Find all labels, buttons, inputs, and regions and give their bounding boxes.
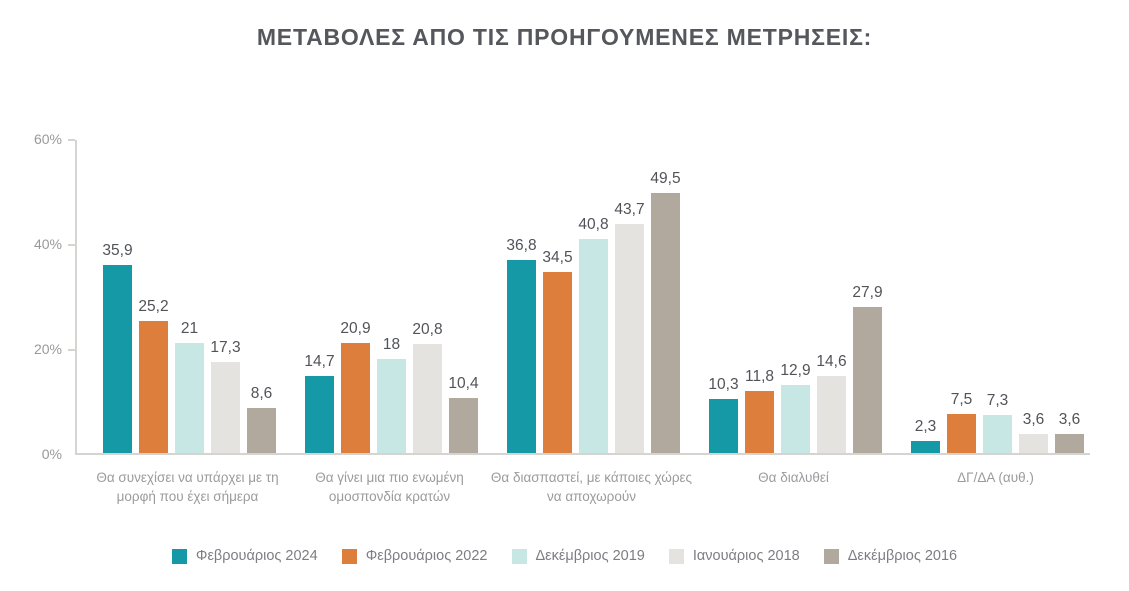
bar-value-label: 8,6 [250, 384, 273, 402]
bar: 11,8 [745, 368, 774, 453]
bar-value-label: 10,3 [708, 375, 739, 393]
bar-value-label: 25,2 [138, 297, 169, 315]
bar-value-label: 12,9 [780, 362, 811, 380]
bar-group: 36,8 34,5 40,8 43,7 49,5 [506, 170, 681, 453]
bar-group: 2,3 7,5 7,3 3,6 3,6 [911, 391, 1084, 453]
legend-label: Δεκέμβριος 2019 [535, 548, 645, 564]
category-cell: Θα γίνει μια πιο ενωμένη ομοσπονδία κρατ… [303, 469, 476, 509]
bar: 12,9 [780, 362, 811, 453]
bar: 35,9 [102, 242, 133, 453]
bar: 14,6 [816, 353, 847, 453]
bar: 20,8 [412, 321, 443, 453]
legend-item: Δεκέμβριος 2019 [511, 548, 645, 564]
legend-swatch [341, 548, 357, 564]
bar: 36,8 [506, 237, 537, 453]
y-axis-tick-label: 0% [41, 446, 62, 462]
bar-value-label: 49,5 [650, 170, 681, 188]
category-cell: Θα συνεχίσει να υπάρχει με τη μορφή που … [96, 469, 278, 509]
legend-label: Φεβρουάριος 2022 [365, 548, 488, 564]
legend-item: Φεβρουάριος 2024 [171, 548, 318, 564]
bar-value-label: 36,8 [506, 236, 537, 254]
legend-item: Δεκέμβριος 2016 [823, 548, 958, 564]
y-axis-tick-label: 60% [33, 131, 62, 147]
y-axis-tick-label: 20% [33, 341, 62, 357]
x-axis-category-labels: Θα συνεχίσει να υπάρχει με τη μορφή που … [75, 469, 1090, 509]
y-axis-tick-label: 40% [33, 236, 62, 252]
bar-value-label: 2,3 [914, 417, 937, 435]
bar: 27,9 [852, 284, 883, 453]
legend-item: Ιανουάριος 2018 [668, 548, 800, 564]
bar: 3,6 [1019, 411, 1048, 453]
category-cell: ΔΓ/ΔΑ (αυθ.) [909, 469, 1082, 509]
legend-swatch [668, 548, 684, 564]
bar-value-label: 35,9 [102, 241, 133, 259]
bar-value-label: 20,8 [412, 320, 443, 338]
bar: 10,4 [448, 375, 479, 453]
bar: 20,9 [340, 320, 371, 453]
bar-value-label: 21 [180, 319, 199, 337]
bar: 8,6 [247, 385, 276, 453]
bar-value-label: 14,6 [816, 353, 847, 371]
bar: 18 [377, 336, 406, 453]
bar: 25,2 [138, 298, 169, 453]
y-axis-tick-mark [68, 349, 75, 351]
bar-value-label: 3,6 [1022, 411, 1045, 429]
category-cell: Θα διαλυθεί [707, 469, 880, 509]
legend-swatch [823, 548, 839, 564]
legend-swatch [171, 548, 187, 564]
bar: 7,5 [947, 391, 976, 453]
category-cell: Θα διασπαστεί, με κάποιες χώρες να αποχω… [491, 469, 692, 509]
bar: 43,7 [614, 201, 645, 453]
y-axis-tick-mark [68, 139, 75, 141]
legend-label: Δεκέμβριος 2016 [847, 548, 958, 564]
bar-value-label: 7,5 [950, 390, 973, 408]
category-label: Θα διαλυθεί [758, 470, 829, 485]
bar: 14,7 [304, 353, 335, 453]
category-label: Θα γίνει μια πιο ενωμένη ομοσπονδία κρατ… [315, 470, 464, 504]
category-label: Θα διασπαστεί, με κάποιες χώρες να αποχω… [490, 470, 693, 504]
bar: 7,3 [983, 392, 1012, 453]
bar-group: 10,3 11,8 12,9 14,6 27,9 [708, 284, 883, 453]
bar-value-label: 20,9 [340, 320, 371, 338]
bar: 34,5 [542, 249, 573, 453]
bar: 2,3 [911, 418, 940, 453]
bar-value-label: 3,6 [1058, 411, 1081, 429]
chart-title: ΜΕΤΑΒΟΛΕΣ ΑΠΟ ΤΙΣ ΠΡΟΗΓΟΥΜΕΝΕΣ ΜΕΤΡΗΣΕΙΣ… [256, 24, 873, 50]
legend: Φεβρουάριος 2024 Φεβρουάριος 2022 Δεκέμβρι… [0, 548, 1129, 564]
bar-group: 35,9 25,2 21 17,3 8,6 [102, 242, 276, 453]
bar-value-label: 7,3 [986, 391, 1009, 409]
category-label: Θα συνεχίσει να υπάρχει με τη μορφή που … [96, 470, 279, 504]
bar-value-label: 10,4 [448, 375, 479, 393]
category-label: ΔΓ/ΔΑ (αυθ.) [957, 470, 1034, 485]
bar: 21 [175, 320, 204, 453]
bar-value-label: 27,9 [852, 283, 883, 301]
bar-value-label: 14,7 [304, 352, 335, 370]
bar: 17,3 [210, 339, 241, 453]
bar-value-label: 17,3 [210, 339, 241, 357]
bar: 40,8 [578, 216, 609, 453]
bar: 3,6 [1055, 411, 1084, 453]
legend-label: Ιανουάριος 2018 [692, 548, 800, 564]
legend-item: Φεβρουάριος 2022 [341, 548, 488, 564]
bar: 10,3 [708, 376, 739, 453]
bar: 49,5 [650, 170, 681, 453]
bar-value-label: 34,5 [542, 248, 573, 266]
bar-value-label: 11,8 [744, 368, 775, 386]
legend-label: Φεβρουάριος 2024 [195, 548, 318, 564]
bar-value-label: 18 [382, 335, 401, 353]
bar-group: 14,7 20,9 18 20,8 10,4 [304, 320, 479, 453]
legend-swatch [511, 548, 527, 564]
bar-value-label: 40,8 [578, 215, 609, 233]
bar-value-label: 43,7 [614, 200, 645, 218]
bar-groups: 35,9 25,2 21 17,3 8,6 14,7 20,9 18 20,8 10,4 36,8 3… [77, 140, 1090, 453]
y-axis-tick-mark [68, 244, 75, 246]
plot-area: 35,9 25,2 21 17,3 8,6 14,7 20,9 18 20,8 10,4 36,8 3… [75, 140, 1090, 455]
